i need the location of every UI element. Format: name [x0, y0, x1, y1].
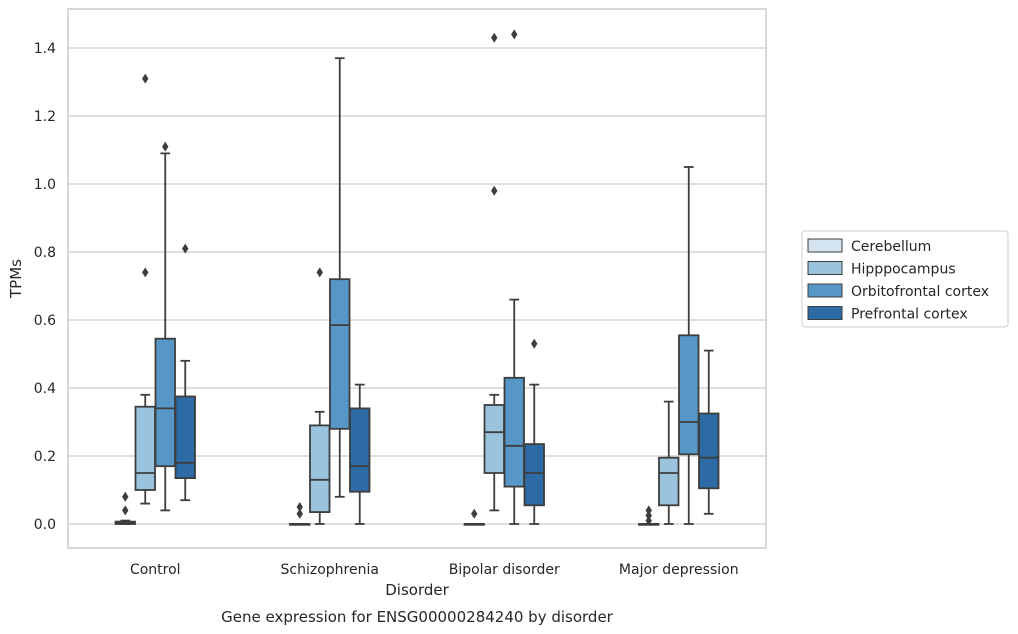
box-iqr	[349, 407, 371, 493]
y-tick-label: 1.4	[34, 41, 56, 57]
y-tick-label: 0.8	[34, 245, 56, 261]
outlier-point	[645, 515, 652, 526]
box-iqr	[678, 334, 700, 456]
y-tick-label: 0.0	[34, 517, 56, 533]
box-orbitofrontal-cortex-bipolar-disorder	[503, 29, 525, 525]
legend-swatch	[807, 261, 843, 275]
x-tick-label: Major depression	[619, 562, 739, 578]
outlier-point	[162, 141, 169, 152]
box-hipppocampus-schizophrenia	[309, 267, 331, 525]
x-tick-labels: Control Schizophrenia Bipolar disorder Majo…	[130, 562, 739, 578]
y-tick-label: 0.2	[34, 449, 56, 465]
box-cerebellum-schizophrenia	[289, 502, 311, 526]
legend-label: Hipppocampus	[851, 262, 956, 278]
box-iqr	[309, 424, 331, 513]
x-axis-title: Disorder	[385, 581, 449, 599]
outlier-point	[122, 505, 129, 516]
y-tick-labels: 0.0 0.2 0.4 0.6 0.8 1.0 1.2 1.4	[34, 41, 56, 533]
box-prefrontal-cortex-schizophrenia	[349, 383, 371, 525]
y-tick-label: 0.6	[34, 313, 56, 329]
outlier-point	[182, 243, 189, 254]
outlier-point	[296, 508, 303, 519]
box-hipppocampus-bipolar-disorder	[483, 32, 505, 512]
x-tick-label: Bipolar disorder	[449, 562, 560, 578]
outlier-point	[296, 502, 303, 512]
outlier-point	[316, 267, 323, 278]
box-orbitofrontal-cortex-schizophrenia	[329, 57, 351, 498]
box-hipppocampus-control	[134, 73, 156, 505]
legend-label: Orbitofrontal cortex	[851, 284, 989, 300]
legend-swatch	[807, 306, 843, 320]
box-iqr	[698, 412, 720, 490]
box-iqr	[174, 395, 196, 479]
outlier-point	[491, 32, 498, 43]
y-axis-title: TPMs	[7, 259, 25, 299]
box-orbitofrontal-cortex-major-depression	[678, 166, 700, 525]
box-iqr	[154, 337, 176, 468]
legend-swatch	[807, 283, 843, 298]
y-tick-label: 1.0	[34, 177, 56, 193]
x-tick-label: Schizophrenia	[281, 562, 379, 578]
box-prefrontal-cortex-major-depression	[698, 349, 720, 515]
x-tick-label: Control	[130, 562, 181, 578]
box-prefrontal-cortex-bipolar-disorder	[523, 338, 545, 525]
legend: Cerebellum Hipppocampus Orbitofrontal cort…	[801, 230, 1009, 328]
outlier-point	[645, 510, 652, 521]
box-iqr	[329, 278, 351, 430]
legend-label: Cerebellum	[851, 239, 931, 255]
y-tick-label: 1.2	[34, 109, 56, 125]
y-tick-label: 0.4	[34, 381, 56, 397]
outlier-point	[142, 267, 149, 278]
outlier-point	[511, 29, 518, 40]
boxes	[114, 29, 720, 526]
box-iqr	[134, 405, 156, 491]
box-cerebellum-major-depression	[638, 505, 660, 526]
outlier-point	[471, 508, 478, 519]
outlier-point	[531, 338, 538, 349]
plot-frame	[67, 8, 767, 549]
legend-swatch	[807, 238, 843, 253]
legend-frame	[801, 230, 1009, 328]
outlier-point	[645, 505, 652, 516]
box-iqr	[523, 443, 545, 507]
box-cerebellum-control	[114, 491, 136, 525]
legend-label: Prefrontal cortex	[851, 307, 968, 323]
outlier-point	[122, 491, 129, 502]
outlier-point	[491, 185, 498, 196]
box-cerebellum-bipolar-disorder	[463, 508, 485, 526]
outlier-point	[142, 73, 149, 84]
box-hipppocampus-major-depression	[658, 400, 680, 525]
box-iqr	[658, 456, 680, 507]
box-orbitofrontal-cortex-control	[154, 141, 176, 512]
box-iqr	[483, 404, 505, 474]
box-prefrontal-cortex-control	[174, 243, 196, 502]
box-iqr	[503, 376, 525, 488]
chart-caption: Gene expression for ENSG00000284240 by d…	[221, 608, 614, 626]
